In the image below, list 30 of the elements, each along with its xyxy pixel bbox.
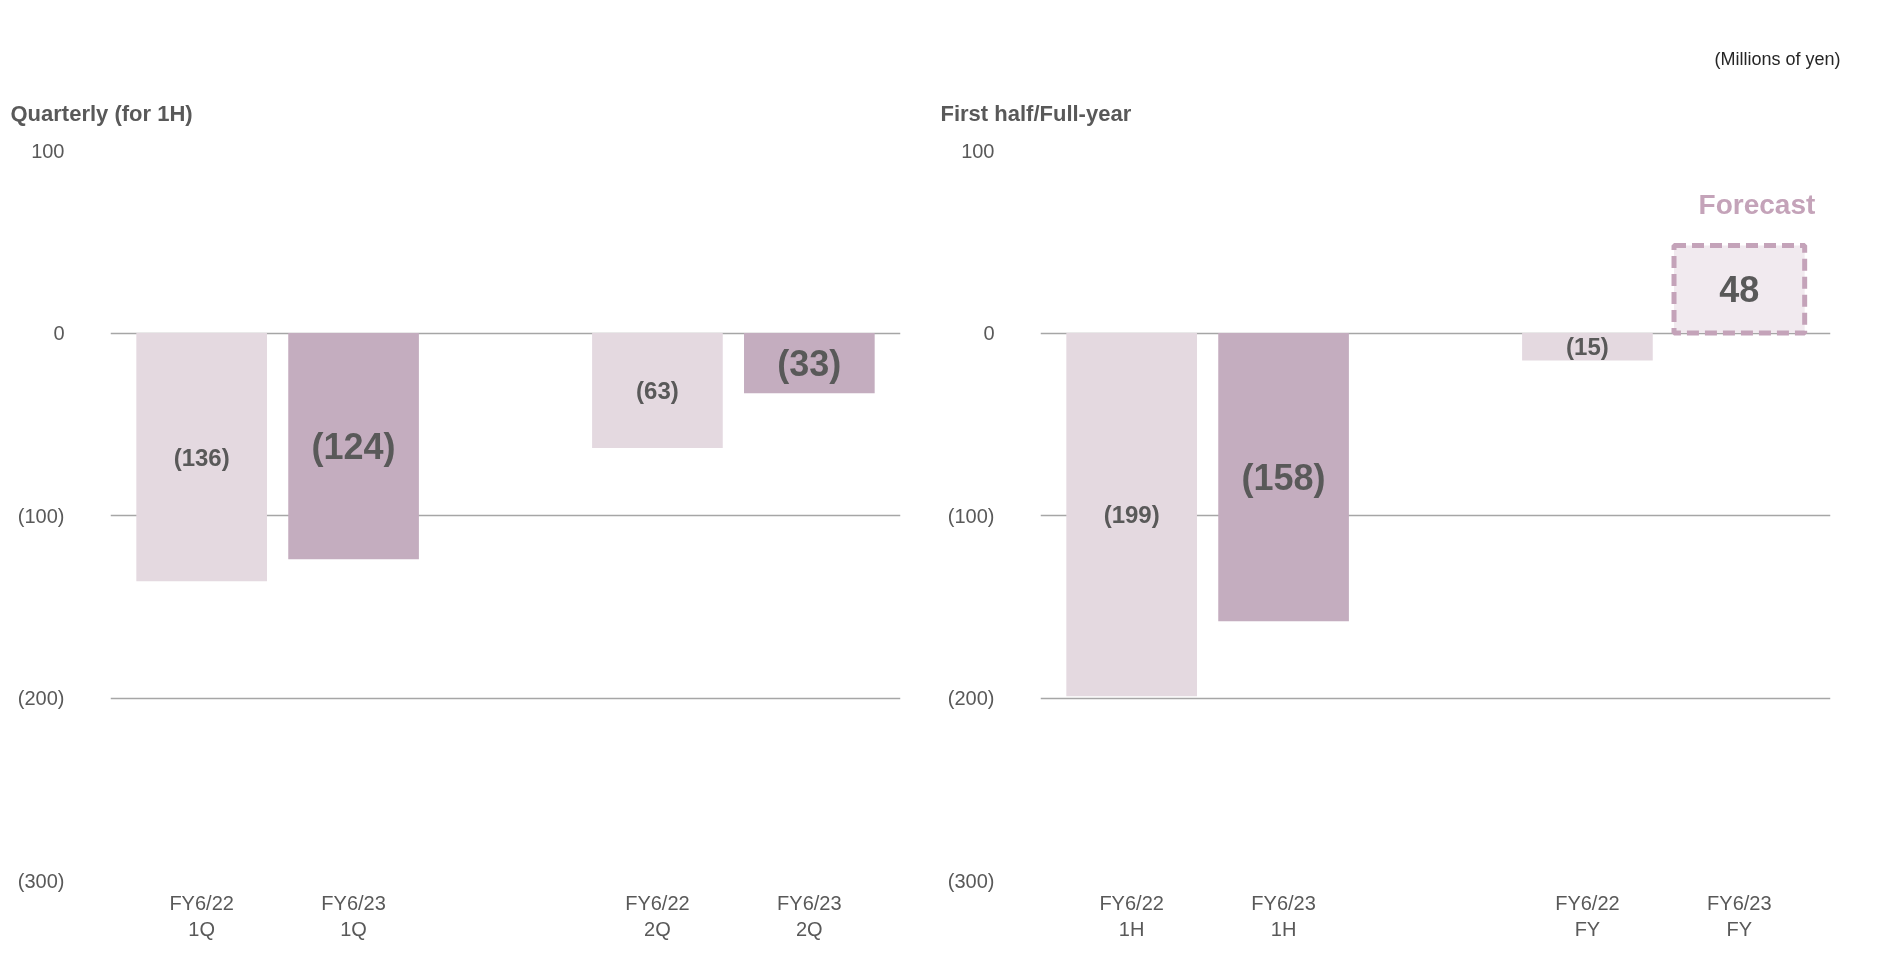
data-label: (199) — [1103, 501, 1160, 529]
data-label: (63) — [636, 376, 679, 404]
chart-title: First half/Full-year — [940, 100, 1132, 126]
y-tick-label: (300) — [947, 869, 995, 892]
x-tick-label: FY6/22 1H — [1099, 891, 1164, 940]
data-label: (158) — [1241, 456, 1326, 498]
y-tick-label: (100) — [17, 504, 65, 527]
x-tick-label: FY6/23 1Q — [321, 891, 386, 940]
data-label: (15) — [1566, 333, 1609, 361]
data-label: (124) — [311, 425, 396, 467]
y-tick-label: (200) — [17, 687, 65, 709]
y-tick-label: (100) — [947, 504, 995, 527]
x-tick-label: FY6/23 FY — [1707, 891, 1772, 940]
data-label: (33) — [777, 342, 842, 384]
y-tick-label: (300) — [17, 869, 65, 892]
data-label: 48 — [1719, 269, 1760, 311]
y-tick-label: 0 — [53, 322, 65, 344]
x-tick-label: FY6/22 FY — [1555, 891, 1620, 940]
text: (Millions of yen) — [1714, 48, 1841, 69]
x-tick-label: FY6/23 1H — [1251, 891, 1316, 940]
y-tick-label: 100 — [31, 139, 65, 162]
x-tick-label: FY6/22 2Q — [625, 891, 690, 940]
y-tick-label: 100 — [961, 139, 995, 162]
y-tick-label: 0 — [983, 322, 995, 344]
annotation: Forecast — [1698, 189, 1816, 221]
y-tick-label: (200) — [947, 687, 995, 709]
data-label: (136) — [173, 443, 230, 471]
chart-title: Quarterly (for 1H) — [10, 100, 193, 126]
x-tick-label: FY6/22 1Q — [169, 891, 234, 940]
x-tick-label: FY6/23 2Q — [777, 891, 842, 940]
